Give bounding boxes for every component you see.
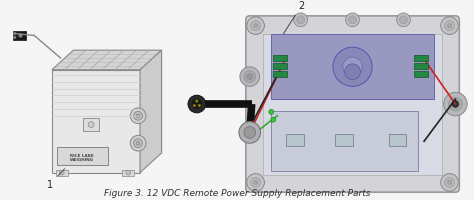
Polygon shape	[52, 51, 162, 70]
Circle shape	[244, 127, 255, 139]
Circle shape	[247, 130, 253, 136]
FancyBboxPatch shape	[286, 135, 303, 146]
Circle shape	[88, 122, 94, 128]
Circle shape	[198, 105, 201, 107]
Circle shape	[193, 105, 195, 107]
FancyBboxPatch shape	[335, 135, 353, 146]
Circle shape	[448, 98, 462, 111]
Circle shape	[441, 18, 458, 35]
Circle shape	[333, 48, 372, 87]
Circle shape	[196, 100, 198, 103]
Circle shape	[239, 122, 261, 143]
Circle shape	[346, 14, 359, 28]
Circle shape	[251, 22, 261, 31]
Circle shape	[294, 14, 308, 28]
Polygon shape	[83, 118, 99, 132]
Circle shape	[130, 108, 146, 124]
FancyBboxPatch shape	[389, 135, 406, 146]
FancyBboxPatch shape	[273, 56, 287, 62]
FancyBboxPatch shape	[414, 64, 428, 69]
Circle shape	[445, 178, 455, 187]
Circle shape	[397, 14, 410, 28]
FancyBboxPatch shape	[246, 17, 459, 192]
Circle shape	[191, 99, 203, 110]
FancyBboxPatch shape	[414, 71, 428, 77]
Circle shape	[254, 181, 257, 184]
Circle shape	[251, 178, 261, 187]
Circle shape	[445, 22, 455, 31]
FancyBboxPatch shape	[271, 111, 418, 171]
Text: 2: 2	[283, 1, 305, 36]
Polygon shape	[52, 70, 140, 173]
Circle shape	[136, 114, 140, 118]
Polygon shape	[56, 170, 68, 176]
Polygon shape	[13, 31, 27, 41]
Circle shape	[349, 17, 356, 25]
FancyBboxPatch shape	[414, 56, 428, 62]
Text: Figure 3. 12 VDC Remote Power Supply Replacement Parts: Figure 3. 12 VDC Remote Power Supply Rep…	[104, 188, 370, 197]
Circle shape	[444, 93, 467, 116]
Circle shape	[240, 123, 260, 143]
Circle shape	[345, 65, 360, 80]
Circle shape	[247, 74, 253, 80]
Circle shape	[247, 18, 264, 35]
Circle shape	[240, 67, 260, 87]
Circle shape	[441, 174, 458, 191]
Circle shape	[136, 142, 140, 145]
Circle shape	[247, 174, 264, 191]
FancyBboxPatch shape	[273, 64, 287, 69]
Circle shape	[447, 25, 451, 28]
Circle shape	[13, 33, 16, 36]
Circle shape	[343, 58, 362, 77]
Circle shape	[452, 101, 459, 108]
Circle shape	[297, 17, 305, 25]
Circle shape	[254, 25, 257, 28]
Circle shape	[18, 34, 23, 38]
Polygon shape	[57, 147, 108, 165]
Circle shape	[447, 181, 451, 184]
Circle shape	[269, 110, 273, 115]
Circle shape	[244, 71, 255, 83]
Text: 1: 1	[47, 169, 64, 189]
Polygon shape	[140, 51, 162, 173]
Circle shape	[134, 112, 143, 121]
Text: WEIGHING: WEIGHING	[70, 157, 94, 161]
Circle shape	[59, 170, 64, 175]
Circle shape	[400, 17, 408, 25]
Circle shape	[13, 37, 16, 40]
Circle shape	[126, 170, 131, 175]
FancyBboxPatch shape	[273, 71, 287, 77]
FancyBboxPatch shape	[271, 35, 434, 100]
Circle shape	[271, 118, 276, 123]
Polygon shape	[122, 170, 134, 176]
Circle shape	[188, 96, 206, 113]
Circle shape	[244, 127, 255, 139]
Circle shape	[130, 136, 146, 151]
FancyBboxPatch shape	[264, 34, 442, 175]
Circle shape	[134, 139, 143, 148]
Text: RICE LAKE: RICE LAKE	[70, 153, 94, 157]
